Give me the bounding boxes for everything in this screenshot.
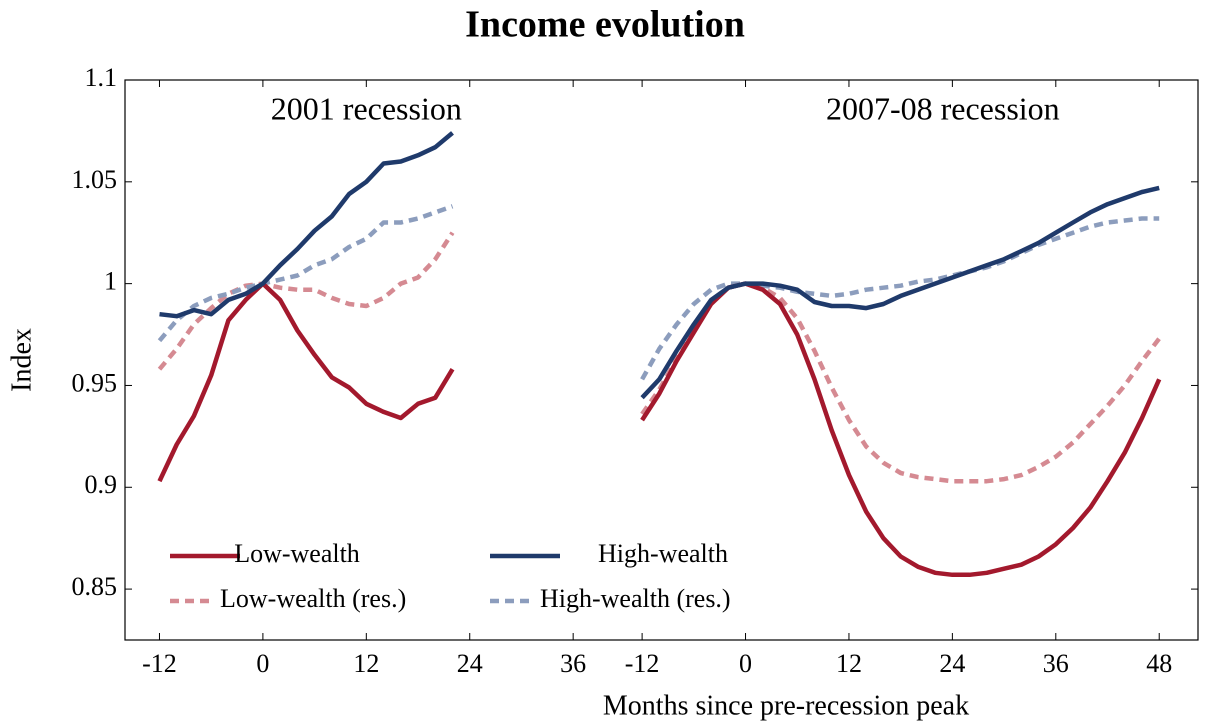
x-tick-label: 12	[353, 649, 379, 678]
series-line	[157, 281, 455, 483]
panel-title: 2001 recession	[271, 90, 462, 126]
y-tick-label: 0.85	[72, 572, 118, 601]
series-line	[640, 185, 1160, 400]
x-tick-label: 0	[739, 649, 752, 678]
x-tick-label: 24	[939, 649, 965, 678]
x-tick-label: 12	[836, 649, 862, 678]
x-tick-label: 24	[457, 649, 483, 678]
series-line	[640, 281, 1161, 484]
y-tick-label: 0.95	[72, 368, 118, 397]
x-tick-label: 48	[1146, 649, 1172, 678]
y-axis-label: Index	[6, 328, 37, 392]
y-tick-label: 1	[104, 267, 117, 296]
y-tick-label: 0.9	[85, 470, 118, 499]
chart-title: Income evolution	[465, 4, 745, 46]
panel-title: 2007-08 recession	[826, 90, 1060, 126]
legend-label: High-wealth	[598, 539, 728, 568]
x-axis-label: Months since pre-recession peak	[603, 690, 969, 721]
series-line	[640, 281, 1162, 578]
y-tick-label: 1.1	[85, 63, 118, 92]
series-line	[640, 216, 1160, 381]
x-tick-label: 36	[560, 649, 586, 678]
y-tick-label: 1.05	[72, 165, 118, 194]
x-tick-label: 36	[1043, 649, 1069, 678]
plot-frame	[124, 79, 1199, 641]
legend-label: Low-wealth	[234, 539, 360, 568]
series-line	[157, 204, 454, 343]
x-tick-label: -12	[142, 649, 177, 678]
series-line	[159, 131, 454, 319]
series-line	[157, 231, 455, 371]
legend-label: High-wealth (res.)	[540, 584, 731, 613]
legend-label: Low-wealth (res.)	[220, 584, 406, 613]
x-tick-label: 0	[256, 649, 269, 678]
x-tick-label: -12	[625, 649, 660, 678]
